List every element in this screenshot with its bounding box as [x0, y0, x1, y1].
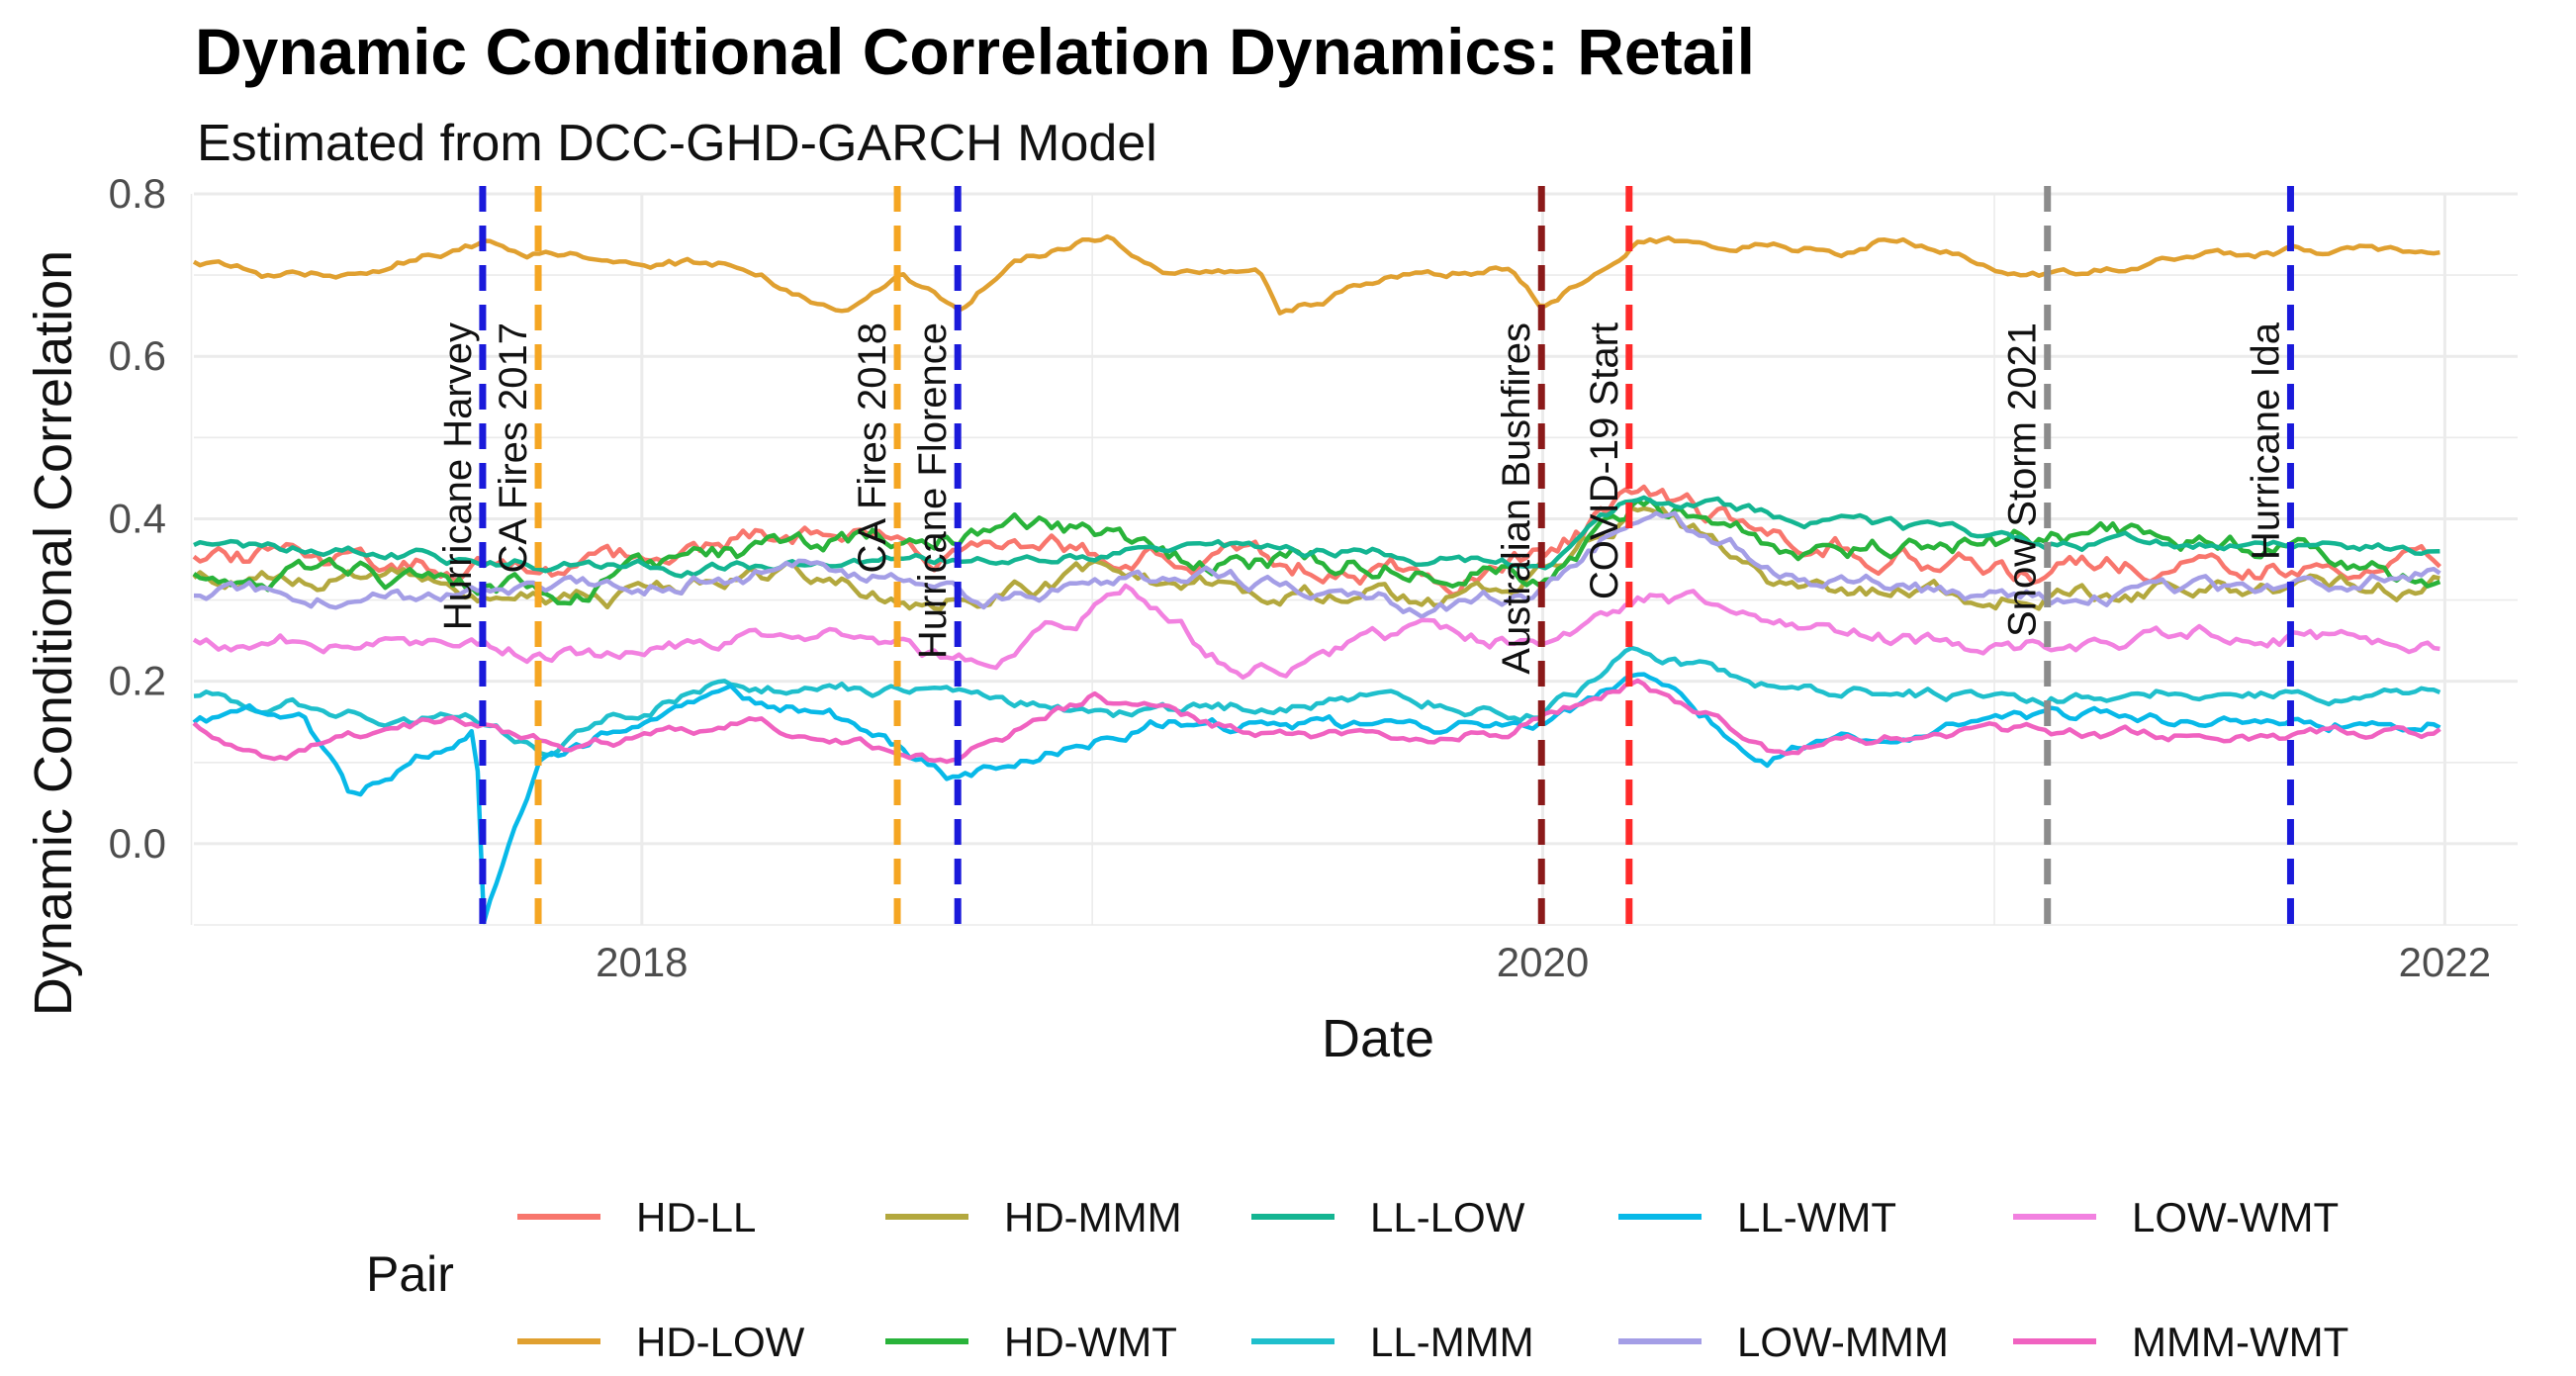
series-line-hd-wmt	[192, 498, 2441, 606]
event-label: Hurricane Harvey	[436, 322, 480, 630]
y-axis-title: Dynamic Conditional Correlation	[24, 250, 83, 1016]
x-tick-label: 2018	[596, 939, 688, 985]
series-line-hd-mmm	[192, 505, 2440, 611]
series-line-mmm-wmt	[192, 678, 2441, 765]
legend-label: HD-LOW	[636, 1319, 805, 1365]
series-line-ll-wmt	[192, 672, 2441, 925]
legend-title: Pair	[366, 1246, 454, 1302]
y-tick-label: 0.2	[109, 658, 166, 704]
event-label: CA Fires 2018	[851, 322, 894, 573]
series-layer	[192, 233, 2441, 925]
chart-subtitle: Estimated from DCC-GHD-GARCH Model	[197, 115, 1157, 172]
series-line-hd-low	[192, 233, 2440, 316]
y-tick-label: 0.4	[109, 495, 166, 541]
series-line-low-wmt	[192, 583, 2440, 681]
legend-label: HD-WMT	[1004, 1319, 1177, 1365]
chart-title: Dynamic Conditional Correlation Dynamics…	[195, 15, 1755, 88]
legend-label: LL-LOW	[1370, 1194, 1525, 1240]
axis-ticks: 0.0 0.2 0.4 0.6 0.8 2018 2020 2022	[109, 170, 2492, 985]
y-tick-label: 0.0	[109, 820, 166, 867]
series-line-ll-low	[193, 495, 2440, 579]
event-label: COVID-19 Start	[1583, 322, 1626, 599]
legend-label: HD-LL	[636, 1194, 756, 1240]
event-label: Hurricane Ida	[2244, 321, 2287, 560]
legend-label: LL-MMM	[1370, 1319, 1534, 1365]
legend-label: HD-MMM	[1004, 1194, 1182, 1240]
legend-label: LOW-WMT	[2132, 1194, 2339, 1240]
y-tick-label: 0.6	[109, 332, 166, 379]
series-line-hd-ll	[192, 484, 2441, 597]
legend-label: LL-WMT	[1737, 1194, 1896, 1240]
x-axis-title: Date	[1322, 1009, 1434, 1068]
event-label: Snow Storm 2021	[2001, 322, 2045, 637]
legend: Pair HD-LL HD-LOW HD-MMM HD-WMT LL-LOW LL-MMM…	[366, 1194, 2348, 1365]
legend-label: MMM-WMT	[2132, 1319, 2348, 1365]
event-label: CA Fires 2017	[492, 322, 535, 573]
event-label: Australian Bushfires	[1495, 322, 1538, 675]
x-tick-label: 2022	[2399, 939, 2491, 985]
event-label: Hurricane Florence	[911, 322, 955, 659]
x-tick-label: 2020	[1497, 939, 1589, 985]
series-line-ll-mmm	[193, 645, 2441, 758]
y-tick-label: 0.8	[109, 170, 166, 217]
series-line-low-mmm	[193, 510, 2441, 619]
event-markers: Hurricane Harvey CA Fires 2017 CA Fires 20…	[436, 186, 2294, 925]
legend-label: LOW-MMM	[1737, 1319, 1949, 1365]
